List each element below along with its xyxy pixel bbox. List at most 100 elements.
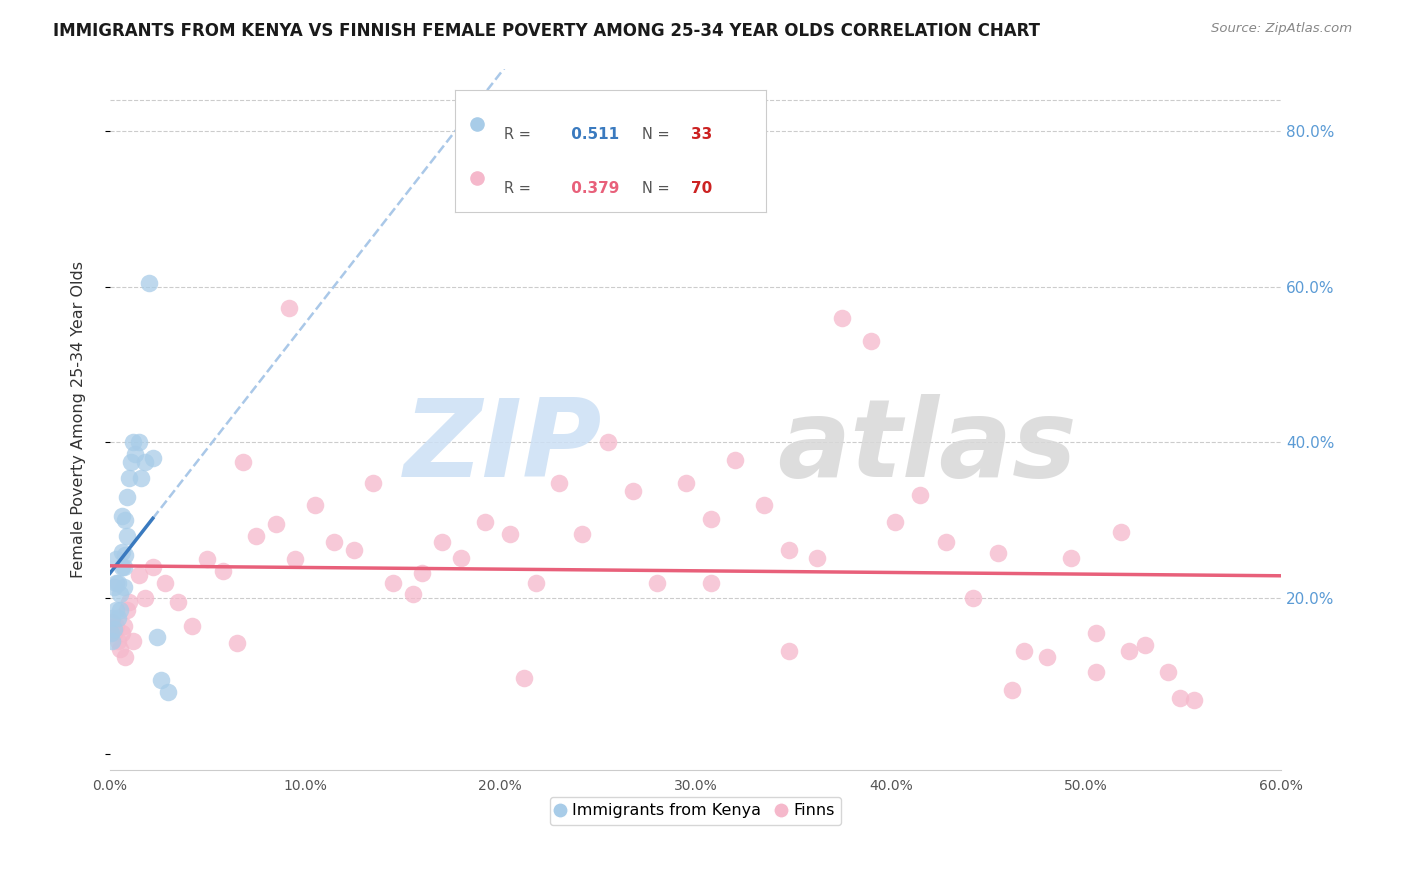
Point xyxy=(1036,649,1059,664)
Point xyxy=(225,636,247,650)
Point xyxy=(1001,683,1024,698)
Point xyxy=(128,435,150,450)
Point xyxy=(149,673,172,687)
Point xyxy=(343,543,366,558)
Point xyxy=(100,626,122,640)
Point xyxy=(499,527,522,541)
Point xyxy=(1012,644,1035,658)
Point xyxy=(112,618,135,632)
Point xyxy=(107,611,129,625)
Point xyxy=(112,580,135,594)
Point xyxy=(304,498,326,512)
Point xyxy=(120,455,142,469)
Point xyxy=(284,552,307,566)
Point xyxy=(962,591,984,606)
Point xyxy=(381,575,404,590)
Point xyxy=(621,483,644,498)
Point xyxy=(700,512,723,526)
Point xyxy=(778,543,800,558)
Point xyxy=(548,475,571,490)
Point xyxy=(104,575,127,590)
Point xyxy=(110,626,132,640)
Point xyxy=(114,649,136,664)
Point xyxy=(675,475,697,490)
Point xyxy=(110,509,132,524)
Point xyxy=(104,603,127,617)
Point xyxy=(1111,524,1133,539)
Point xyxy=(596,435,619,450)
Point xyxy=(157,685,180,699)
Point xyxy=(778,644,800,658)
Point xyxy=(831,310,853,325)
Point xyxy=(117,490,139,504)
Point xyxy=(1118,644,1140,658)
Point xyxy=(450,550,472,565)
Point xyxy=(112,560,135,574)
Point xyxy=(129,470,152,484)
Point xyxy=(118,470,141,484)
Point xyxy=(138,276,160,290)
Point xyxy=(401,587,423,601)
Point xyxy=(128,567,150,582)
Point xyxy=(908,488,931,502)
Point xyxy=(1133,638,1156,652)
Point xyxy=(108,641,131,656)
Point xyxy=(104,618,127,632)
Point xyxy=(1157,665,1180,680)
Point xyxy=(883,515,905,529)
Point xyxy=(101,615,124,629)
Text: atlas: atlas xyxy=(778,394,1077,500)
Text: ZIP: ZIP xyxy=(404,394,602,500)
Point xyxy=(103,626,125,640)
Point xyxy=(860,334,883,348)
Text: IMMIGRANTS FROM KENYA VS FINNISH FEMALE POVERTY AMONG 25-34 YEAR OLDS CORRELATIO: IMMIGRANTS FROM KENYA VS FINNISH FEMALE … xyxy=(53,22,1040,40)
Point xyxy=(110,544,132,558)
Point xyxy=(524,575,547,590)
Point xyxy=(108,603,131,617)
Point xyxy=(104,552,127,566)
Point xyxy=(108,587,131,601)
Point xyxy=(134,591,156,606)
Point xyxy=(110,560,132,574)
Point xyxy=(107,575,129,590)
Point xyxy=(806,550,828,565)
Point xyxy=(752,498,775,512)
Point xyxy=(134,455,156,469)
Point xyxy=(122,634,145,648)
Point xyxy=(142,560,165,574)
Point xyxy=(724,452,747,467)
Point xyxy=(101,634,124,648)
Point xyxy=(1168,690,1191,705)
Point xyxy=(1059,550,1081,565)
Point xyxy=(363,475,385,490)
Point xyxy=(645,575,668,590)
Point xyxy=(103,623,125,637)
Legend: Immigrants from Kenya, Finns: Immigrants from Kenya, Finns xyxy=(550,797,841,825)
Point xyxy=(430,535,453,549)
Point xyxy=(107,634,129,648)
Point xyxy=(264,517,287,532)
Point xyxy=(145,630,167,644)
Point xyxy=(117,603,139,617)
Point xyxy=(101,611,124,625)
Point xyxy=(323,535,346,549)
Point xyxy=(114,513,136,527)
Point xyxy=(122,435,145,450)
Point xyxy=(180,618,202,632)
Point xyxy=(117,529,139,543)
Point xyxy=(167,595,190,609)
Point xyxy=(1084,665,1107,680)
Point xyxy=(700,575,723,590)
Point xyxy=(124,447,146,461)
Point xyxy=(513,671,536,685)
Point xyxy=(142,450,165,465)
Point xyxy=(571,527,593,541)
Point xyxy=(212,564,235,578)
Point xyxy=(1182,692,1205,706)
Point xyxy=(103,580,125,594)
Point xyxy=(114,549,136,563)
Point xyxy=(245,529,267,543)
Text: Source: ZipAtlas.com: Source: ZipAtlas.com xyxy=(1212,22,1353,36)
Point xyxy=(153,575,176,590)
Point xyxy=(232,455,254,469)
